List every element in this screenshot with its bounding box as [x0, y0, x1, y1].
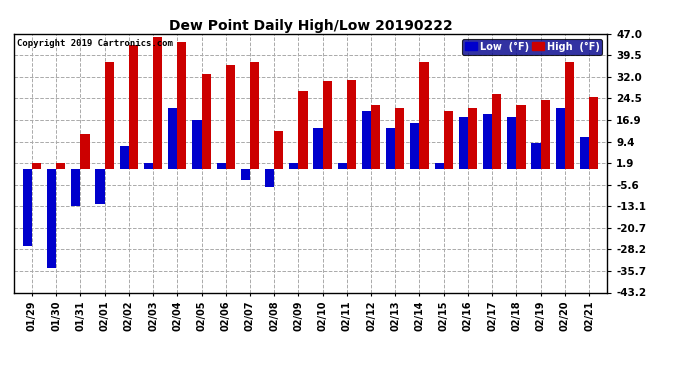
Bar — [47, 169, 56, 267]
Bar — [580, 137, 589, 169]
Bar — [144, 163, 153, 169]
Bar — [362, 111, 371, 169]
Bar — [177, 42, 186, 169]
Bar — [153, 37, 162, 169]
Bar — [217, 163, 226, 169]
Bar — [313, 128, 323, 169]
Bar — [395, 108, 404, 169]
Bar — [226, 65, 235, 169]
Bar — [119, 146, 129, 169]
Bar — [71, 169, 81, 206]
Bar — [201, 74, 210, 169]
Bar — [565, 62, 574, 169]
Bar — [492, 94, 502, 169]
Bar — [531, 143, 540, 169]
Legend: Low  (°F), High  (°F): Low (°F), High (°F) — [462, 39, 602, 54]
Bar — [289, 163, 298, 169]
Bar — [459, 117, 468, 169]
Bar — [323, 81, 332, 169]
Bar — [337, 163, 347, 169]
Bar — [444, 111, 453, 169]
Bar — [23, 169, 32, 246]
Bar — [555, 108, 565, 169]
Bar — [56, 163, 66, 169]
Bar — [435, 163, 444, 169]
Bar — [516, 105, 526, 169]
Bar — [540, 100, 550, 169]
Bar — [298, 91, 308, 169]
Bar — [168, 108, 177, 169]
Title: Dew Point Daily High/Low 20190222: Dew Point Daily High/Low 20190222 — [168, 19, 453, 33]
Bar — [95, 169, 105, 204]
Bar — [468, 108, 477, 169]
Bar — [347, 80, 356, 169]
Bar — [105, 62, 114, 169]
Bar — [589, 97, 598, 169]
Bar — [32, 163, 41, 169]
Bar — [371, 105, 380, 169]
Bar — [129, 45, 138, 169]
Bar — [411, 123, 420, 169]
Bar — [241, 169, 250, 180]
Bar — [265, 169, 274, 187]
Bar — [193, 120, 201, 169]
Bar — [386, 128, 395, 169]
Text: Copyright 2019 Cartronics.com: Copyright 2019 Cartronics.com — [17, 39, 172, 48]
Bar — [81, 134, 90, 169]
Bar — [483, 114, 492, 169]
Bar — [274, 131, 284, 169]
Bar — [250, 62, 259, 169]
Bar — [507, 117, 516, 169]
Bar — [420, 62, 428, 169]
